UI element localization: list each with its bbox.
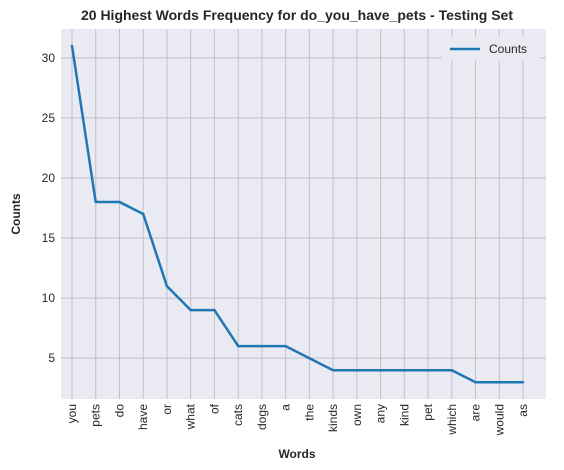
chart-title: 20 Highest Words Frequency for do_you_ha… <box>81 7 513 23</box>
data-point <box>189 308 192 312</box>
x-tick-label: pet <box>421 403 435 420</box>
x-axis: you pets do have or what of cats dogs a the kinds ow… <box>65 403 530 436</box>
x-tick-label: would <box>492 404 506 436</box>
data-point <box>284 344 287 348</box>
data-point <box>521 380 525 384</box>
plot-area <box>61 29 546 399</box>
series-group <box>70 44 525 384</box>
legend-label: Counts <box>489 42 527 56</box>
y-axis: 5 10 15 20 25 30 <box>42 51 56 365</box>
x-tick-label: which <box>445 404 459 436</box>
legend: Counts <box>442 37 540 61</box>
x-tick-label: a <box>279 404 293 411</box>
x-tick-label: have <box>136 404 150 430</box>
y-tick-label: 20 <box>42 171 56 185</box>
data-point <box>118 200 121 204</box>
data-point <box>498 380 501 384</box>
y-tick-label: 5 <box>48 351 55 365</box>
data-point <box>403 368 406 372</box>
x-tick-label: kind <box>397 404 411 426</box>
x-tick-label: what <box>184 403 198 430</box>
series-line <box>70 45 523 384</box>
x-tick-label: the <box>302 404 316 421</box>
x-tick-label: dogs <box>255 404 269 430</box>
x-axis-label: Words <box>278 447 315 461</box>
grid-lines <box>61 29 546 399</box>
x-tick-label: or <box>160 404 174 415</box>
y-tick-label: 25 <box>42 111 56 125</box>
data-point <box>331 368 335 372</box>
data-point <box>142 212 145 216</box>
y-tick-label: 15 <box>42 231 56 245</box>
data-point <box>260 344 264 348</box>
x-tick-label: cats <box>231 404 245 426</box>
data-point <box>474 380 477 384</box>
x-tick-label: do <box>112 404 126 418</box>
x-tick-label: pets <box>89 404 103 427</box>
x-tick-label: are <box>469 404 483 422</box>
x-tick-label: kinds <box>326 404 340 432</box>
data-point <box>379 368 382 372</box>
data-point <box>70 44 74 48</box>
data-point <box>236 344 240 348</box>
data-point <box>426 368 430 372</box>
x-tick-label: you <box>65 404 79 423</box>
y-axis-label: Counts <box>9 193 23 235</box>
data-point <box>308 356 311 360</box>
legend-box <box>442 37 540 61</box>
x-tick-label: of <box>207 403 221 414</box>
data-point <box>165 284 169 288</box>
y-tick-label: 10 <box>42 291 56 305</box>
data-point <box>213 308 216 312</box>
data-point <box>450 368 453 372</box>
data-point <box>94 200 97 204</box>
x-tick-label: as <box>516 404 530 417</box>
x-tick-label: own <box>350 404 364 426</box>
data-point <box>355 368 359 372</box>
x-tick-label: any <box>374 404 388 423</box>
y-tick-label: 30 <box>42 51 56 65</box>
